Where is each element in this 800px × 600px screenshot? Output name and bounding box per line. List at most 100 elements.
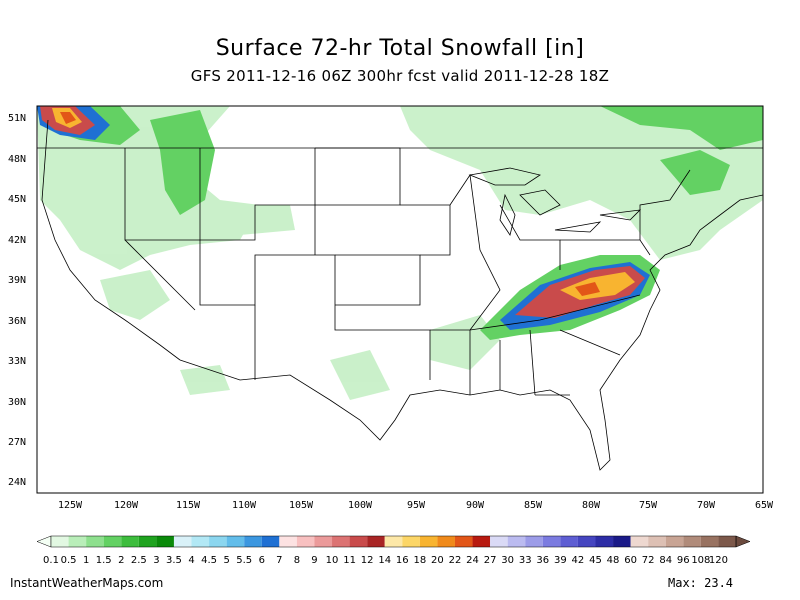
map-title: Surface 72-hr Total Snowfall [in] (215, 36, 585, 61)
lon-label: 105W (288, 500, 314, 511)
scale-label: 5.5 (236, 555, 253, 566)
lat-label: 42N (8, 235, 27, 246)
scale-swatch (279, 536, 297, 547)
scale-swatch (490, 536, 508, 547)
scale-label: 16 (395, 555, 409, 566)
scale-swatch (454, 536, 473, 547)
scale-swatch (156, 536, 174, 547)
scale-label: 8 (293, 555, 301, 566)
scale-label: 4.5 (201, 555, 218, 566)
scale-label: 96 (676, 555, 690, 566)
scale-label: 9 (311, 555, 318, 566)
scale-label: 14 (378, 555, 392, 566)
scale-swatch (700, 536, 719, 547)
lon-label: 110W (231, 500, 257, 511)
scale-swatch (68, 536, 87, 547)
scale-label: 18 (413, 555, 427, 566)
scale-swatch (191, 536, 210, 547)
scale-label: 108 (691, 555, 711, 566)
scale-border (50, 535, 737, 548)
site-credit: InstantWeatherMaps.com (10, 576, 164, 590)
scale-label: 2.5 (130, 555, 147, 566)
scale-swatch (226, 536, 245, 547)
lon-label: 80W (581, 500, 601, 511)
scale-swatch (173, 536, 192, 547)
scale-swatch (718, 536, 736, 547)
scale-label: 0.1 (43, 555, 59, 566)
scale-swatch (437, 536, 455, 547)
scale-label: 24 (466, 555, 479, 566)
scale-label: 12 (360, 555, 374, 566)
scale-label: 11 (343, 555, 356, 566)
scale-label: 3.5 (165, 555, 182, 566)
scale-swatch (349, 536, 368, 547)
scale-label: 2 (118, 555, 125, 566)
lon-label: 100W (347, 500, 373, 511)
scale-label: 33 (518, 555, 532, 566)
scale-label: 1.5 (95, 555, 112, 566)
snowfall-peak (60, 112, 600, 296)
scale-swatch (595, 536, 614, 547)
scale-label: 120 (708, 555, 728, 566)
scale-swatch (51, 536, 69, 547)
lat-label: 24N (8, 477, 27, 488)
scale-swatch (560, 536, 578, 547)
scale-label: 36 (536, 555, 550, 566)
scale-swatch (384, 536, 403, 547)
scale-swatch (138, 536, 157, 547)
scale-swatch (613, 536, 631, 547)
scale-label: 60 (624, 555, 637, 566)
map-subtitle: GFS 2011-12-16 06Z 300hr fcst valid 2011… (190, 67, 610, 85)
lat-label: 51N (8, 113, 27, 124)
scale-label: 72 (641, 555, 655, 566)
scale-label: 5 (223, 555, 230, 566)
scale-swatch (103, 536, 122, 547)
lon-label: 125W (57, 500, 83, 511)
scale-label: 3 (153, 555, 160, 566)
map-frame (36, 105, 764, 494)
scale-swatch (367, 536, 385, 547)
scale-swatch (244, 536, 262, 547)
scale-label: 42 (571, 555, 585, 566)
scale-swatch (472, 536, 491, 547)
scale-swatch (402, 536, 420, 547)
scale-swatch (261, 536, 280, 547)
scale-swatch (525, 536, 543, 547)
lon-label: 95W (406, 500, 426, 511)
lat-label: 36N (8, 316, 27, 327)
scale-swatch (332, 536, 350, 547)
scale-label: 48 (606, 555, 620, 566)
scale-label: 30 (501, 555, 515, 566)
scale-swatch (296, 536, 315, 547)
lon-label: 85W (523, 500, 543, 511)
lon-label: 65W (754, 500, 774, 511)
scale-swatch (648, 536, 666, 547)
scale-swatch (86, 536, 104, 547)
scale-swatch (577, 536, 596, 547)
lat-label: 45N (8, 194, 27, 205)
scale-swatch (314, 536, 333, 547)
scale-arrow-right (735, 535, 751, 548)
scale-swatch (542, 536, 561, 547)
scale-swatch (209, 536, 227, 547)
scale-swatch (419, 536, 438, 547)
scale-swatch (665, 536, 684, 547)
lon-label: 75W (638, 500, 658, 511)
scale-label: 7 (276, 555, 283, 566)
scale-label: 4 (188, 555, 195, 566)
scale-label: 0.5 (60, 555, 77, 566)
lon-label: 115W (175, 500, 201, 511)
lat-label: 48N (8, 154, 27, 165)
lat-label: 39N (8, 275, 27, 286)
lon-label: 70W (696, 500, 716, 511)
scale-label: 27 (483, 555, 497, 566)
boundaries (37, 119, 763, 471)
great-lakes (468, 167, 642, 236)
lat-label: 30N (8, 397, 27, 408)
scale-label: 10 (325, 555, 339, 566)
scale-swatch (507, 536, 526, 547)
snowfall-shading (37, 106, 763, 400)
scale-swatch (630, 536, 649, 547)
